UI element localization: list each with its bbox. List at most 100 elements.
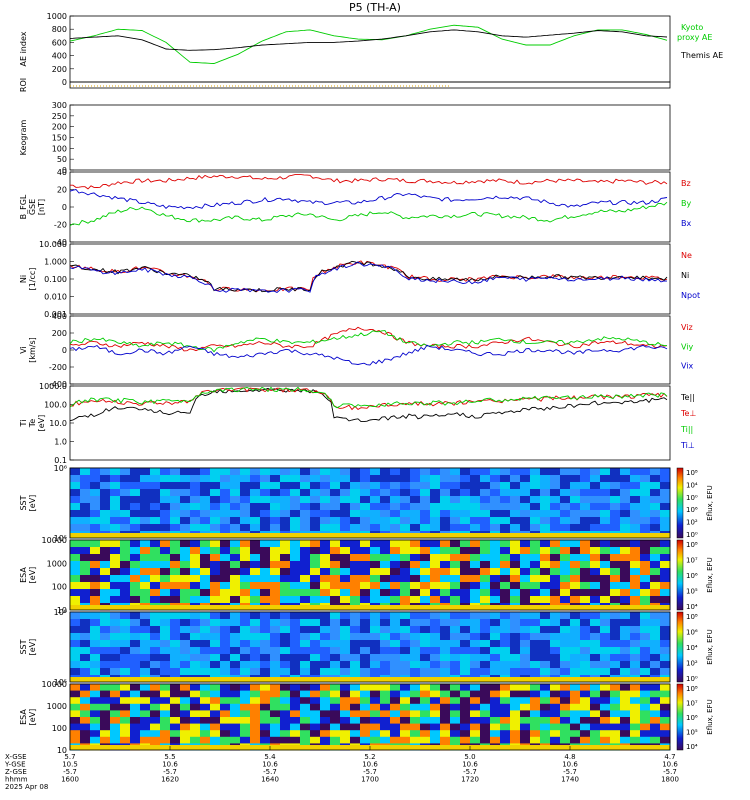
heatmap-cell <box>410 540 421 548</box>
heatmap-cell <box>90 524 101 532</box>
heatmap-cell <box>640 589 651 597</box>
heatmap-cell <box>310 510 321 518</box>
heatmap-cell <box>520 717 531 725</box>
heatmap-cell <box>610 661 621 669</box>
legend-By: By <box>681 199 691 208</box>
heatmap-cell <box>510 554 521 562</box>
heatmap-cell <box>580 647 591 655</box>
heatmap-cell <box>360 640 371 648</box>
x-tick-label: 10.6 <box>362 761 378 769</box>
heatmap-cell <box>230 647 241 655</box>
heatmap-cell <box>380 626 391 634</box>
heatmap-cell <box>610 684 621 692</box>
heatmap-cell <box>370 717 381 725</box>
heatmap-cell <box>560 568 571 576</box>
heatmap-cell <box>510 668 521 676</box>
heatmap-cell <box>160 589 171 597</box>
heatmap-cell <box>180 503 191 511</box>
heatmap-cell <box>520 589 531 597</box>
heatmap-cell <box>640 540 651 548</box>
heatmap-cell <box>540 554 551 562</box>
heatmap-cell <box>360 517 371 525</box>
heatmap-cell <box>130 723 141 731</box>
heatmap-cell <box>70 547 81 555</box>
heatmap-cell <box>660 503 671 511</box>
heatmap-cell <box>110 612 121 620</box>
heatmap-cell <box>530 582 541 590</box>
heatmap-cell <box>330 510 341 518</box>
heatmap-cell <box>660 468 671 476</box>
heatmap-cell <box>640 690 651 698</box>
heatmap-cell <box>270 619 281 627</box>
colorbar-tick-label: 10⁸ <box>686 613 698 621</box>
heatmap-cell <box>530 654 541 662</box>
heatmap-cell <box>630 612 641 620</box>
heatmap-cell <box>500 723 511 731</box>
heatmap-cell <box>450 703 461 711</box>
heatmap-cell <box>450 489 461 497</box>
heatmap-cell <box>460 703 471 711</box>
heatmap-cell <box>190 475 201 483</box>
heatmap-cell <box>100 589 111 597</box>
heatmap-cell <box>570 619 581 627</box>
x-tick-label: -5.7 <box>463 768 477 776</box>
heatmap-cell <box>350 626 361 634</box>
heatmap-cell <box>300 703 311 711</box>
heatmap-cell <box>300 596 311 604</box>
heatmap-cell <box>480 633 491 641</box>
heatmap-cell <box>360 697 371 705</box>
heatmap-cell <box>470 640 481 648</box>
heatmap-cell <box>80 568 91 576</box>
heatmap-cell <box>150 626 161 634</box>
heatmap-cell <box>220 654 231 662</box>
heatmap-cell <box>120 690 131 698</box>
heatmap-cell <box>110 575 121 583</box>
heatmap-cell <box>570 547 581 555</box>
heatmap-cell <box>460 540 471 548</box>
heatmap-cell <box>480 703 491 711</box>
heatmap-cell <box>490 736 501 744</box>
heatmap-cell <box>330 723 341 731</box>
heatmap-cell <box>520 612 531 620</box>
heatmap-cell <box>320 568 331 576</box>
y-tick-label: 10.0 <box>49 419 67 428</box>
y-tick-label: 10⁵ <box>54 534 67 543</box>
heatmap-cell <box>110 589 121 597</box>
heatmap-cell <box>550 517 561 525</box>
heatmap-cell <box>640 697 651 705</box>
heatmap-cell <box>350 661 361 669</box>
heatmap-cell <box>580 554 591 562</box>
heatmap-cell <box>550 554 561 562</box>
heatmap-cell <box>500 619 511 627</box>
heatmap-cell <box>380 697 391 705</box>
heatmap-cell <box>200 568 211 576</box>
heatmap-cell <box>210 619 221 627</box>
heatmap-cell <box>380 554 391 562</box>
heatmap-cell <box>120 547 131 555</box>
heatmap-cell <box>340 517 351 525</box>
heatmap-cell <box>420 723 431 731</box>
heatmap-cell <box>220 540 231 548</box>
heatmap-cell <box>340 690 351 698</box>
heatmap-cell <box>230 703 241 711</box>
heatmap-cell <box>370 575 381 583</box>
heatmap-cell <box>380 517 391 525</box>
heatmap-cell <box>580 561 591 569</box>
heatmap-cell <box>330 640 341 648</box>
heatmap-cell <box>630 517 641 525</box>
heatmap-cell <box>420 612 431 620</box>
heatmap-cell <box>480 468 491 476</box>
heatmap-cell <box>350 589 361 597</box>
heatmap-cell <box>110 654 121 662</box>
heatmap-cell <box>390 668 401 676</box>
heatmap-cell <box>90 575 101 583</box>
colorbar-tick-label: 10⁸ <box>686 541 698 549</box>
heatmap-cell <box>250 710 261 718</box>
heatmap-cell <box>380 589 391 597</box>
y-axis-label: Keogram <box>19 119 28 155</box>
heatmap-cell <box>100 575 111 583</box>
heatmap-cell <box>410 517 421 525</box>
y-tick-label: 0.001 <box>44 310 67 319</box>
heatmap-cell <box>300 717 311 725</box>
heatmap-cell <box>330 684 341 692</box>
